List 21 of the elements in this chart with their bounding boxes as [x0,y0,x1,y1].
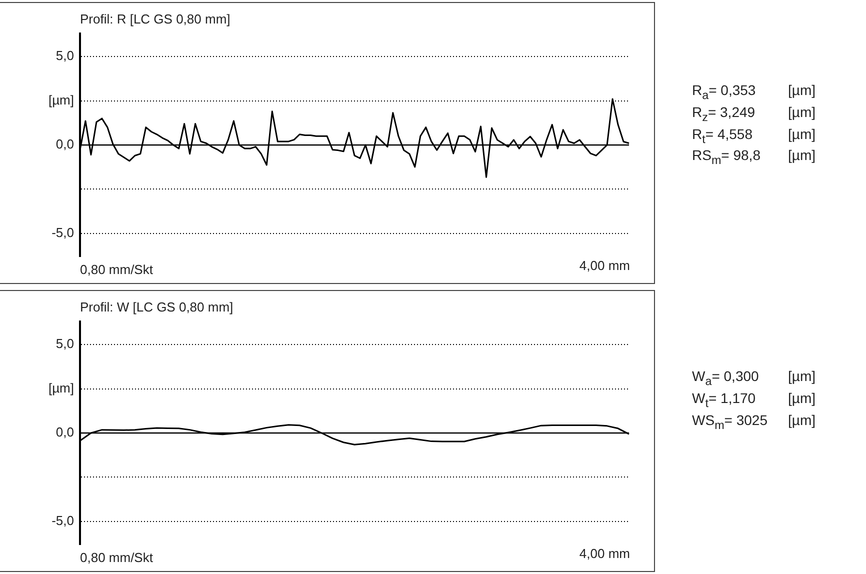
x-axis-title: 0,80 mm/Skt [80,262,154,277]
text: W$_{t}$= 1,170 [µm] [692,390,816,410]
text: RS$_{m}$= 98,8 [µm] [692,147,816,168]
text: R$_{a}$= 0,353 [µm] [692,82,816,102]
y-tick-label: -5,0 [52,512,74,528]
y-tick-label: 0,0 [56,424,74,440]
text: 4,00 mm [578,258,630,273]
text: R$_{z}$= 3,249 [µm] [692,104,816,124]
text: 4,00 mm [578,546,630,561]
y-tick-label: 5,0 [56,48,74,64]
text: WS$_{m}$= 3025 [µm] [692,412,816,432]
text: W$_{a}$= 0,300 [µm] [692,368,816,388]
y-tick-label: [µm] [48,92,74,108]
chart-title: Profil: R [LC GS 0,80 mm] [80,11,230,26]
chart-title: Profil: W [LC GS 0,80 mm] [80,299,234,314]
y-tick-label: 5,0 [56,336,74,352]
y-tick-label: 0,0 [56,136,74,152]
x-axis-title: 0,80 mm/Skt [80,550,154,565]
y-tick-label: -5,0 [52,224,74,240]
text: R$_{t}$= 4,558 [µm] [692,126,816,146]
y-tick-label: [µm] [48,380,74,396]
